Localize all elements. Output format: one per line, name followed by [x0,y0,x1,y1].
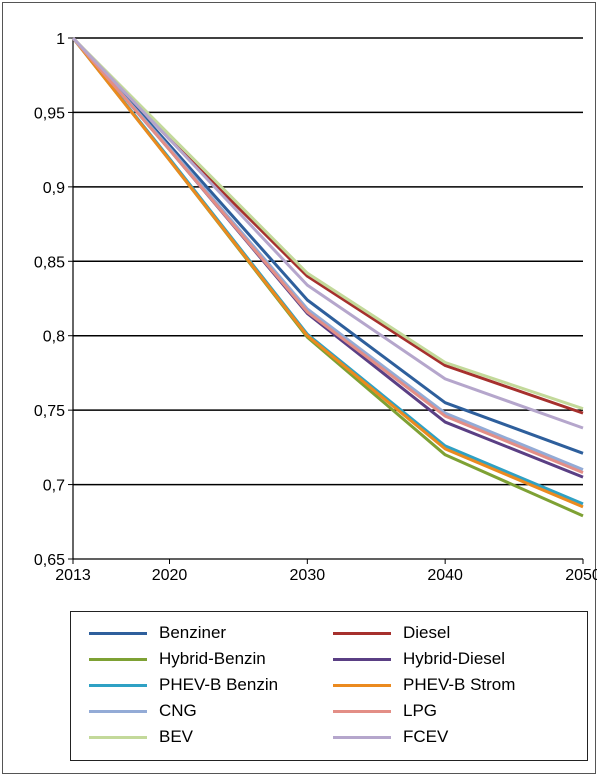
legend-swatch [89,735,147,739]
series-lines [71,36,584,518]
legend-item: CNG [89,700,197,722]
series-line-lpg [71,37,584,475]
y-tick-label: 0,9 [43,180,65,197]
y-tick-label: 0,95 [34,105,65,122]
legend-label: LPG [403,701,438,720]
y-tick-label: 1 [56,31,65,48]
legend-label: CNG [159,701,197,720]
legend-label: Diesel [403,623,451,642]
legend-label: PHEV-B Strom [403,675,516,694]
y-tick-label: 0,8 [43,329,65,346]
legend-swatch [89,657,147,661]
series-line-fcev [71,36,584,430]
series-line-phev-b-benzin [71,37,584,506]
legend-swatch [333,735,391,739]
legend-swatch [89,631,147,635]
legend-swatch [89,709,147,713]
legend-label: BEV [159,727,194,746]
series-line-phev-b-strom [71,37,584,509]
legend-label: Benziner [159,623,227,642]
legend-item: FCEV [333,726,448,748]
legend-swatch [89,683,147,687]
legend-item: Benziner [89,622,226,644]
x-axis-ticks: 2013 2020 2030 2040 2050 [55,559,597,584]
legend-label: Hybrid-Diesel [403,649,506,668]
y-tick-label: 0,85 [34,254,65,271]
legend-swatch [333,709,391,713]
legend-label: PHEV-B Benzin [159,675,279,694]
x-tick-label: 2030 [290,567,326,584]
legend-swatch [333,683,391,687]
x-tick-label: 2013 [55,567,91,584]
legend-item: Hybrid-Diesel [333,648,505,670]
x-tick-label: 2020 [152,567,188,584]
x-tick-label: 2050 [565,567,597,584]
line-chart: 0,650,70,750,80,850,90,951 2013 2020 2030 2… [34,31,597,584]
legend-swatch [333,657,391,661]
legend-item: LPG [333,700,437,722]
axes [72,38,583,560]
legend-item: BEV [89,726,193,748]
legend-label: FCEV [403,727,449,746]
series-line-benziner [71,36,584,455]
y-axis-ticks: 0,65 0,7 0,75 0,8 0,85 0,9 0,95 1 [34,31,73,569]
legend: Benziner Diesel Hybrid-Benzin Hybrid-Diesel… [70,611,588,761]
legend-swatch [333,631,391,635]
y-tick-label: 0,7 [43,478,65,495]
series-line-cng [71,37,584,472]
legend-label: Hybrid-Benzin [159,649,266,668]
legend-item: PHEV-B Strom [333,674,515,696]
x-tick-label: 2040 [427,567,463,584]
legend-item: Hybrid-Benzin [89,648,266,670]
series-line-hybrid-diesel [71,37,584,479]
y-tick-label: 0,65 [34,552,65,569]
y-tick-label: 0,75 [34,403,65,420]
legend-item: Diesel [333,622,450,644]
series-line-hybrid-benzin [71,37,584,518]
series-line-diesel [71,36,584,415]
gridlines [73,37,583,486]
legend-item: PHEV-B Benzin [89,674,278,696]
series-line-bev [71,36,584,411]
